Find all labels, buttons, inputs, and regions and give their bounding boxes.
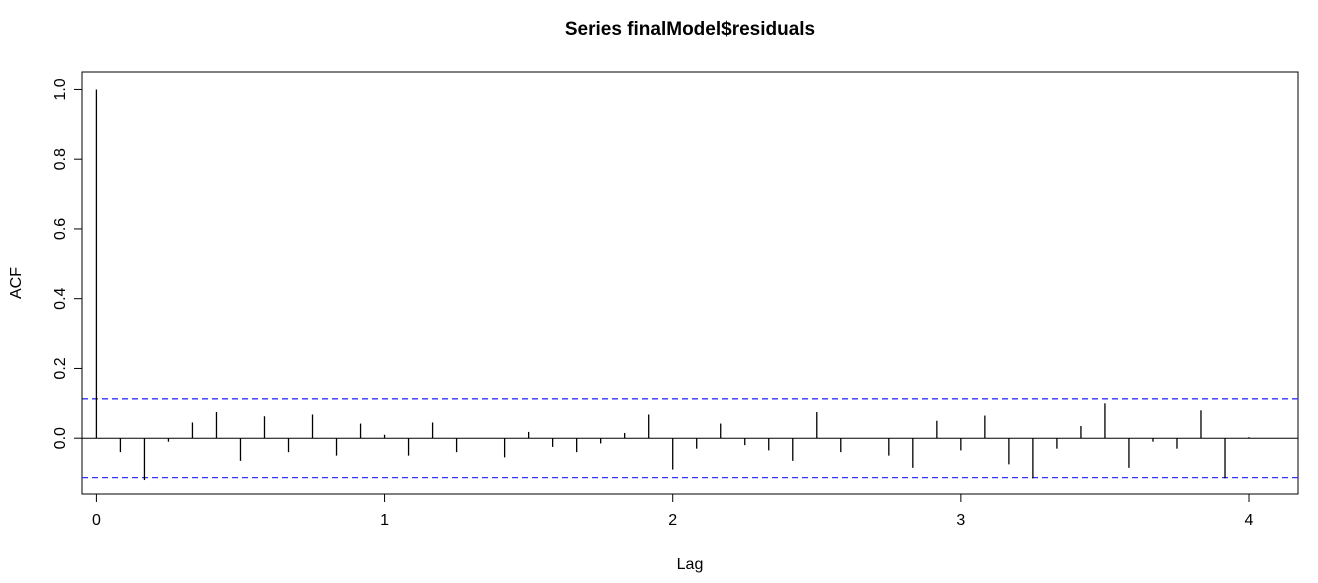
y-axis: 0.0 0.2 0.4 0.6 0.8 1.0 xyxy=(52,78,83,449)
x-axis-label: Lag xyxy=(677,556,704,573)
x-tick-label: 3 xyxy=(956,512,965,529)
x-tick-label: 1 xyxy=(380,512,389,529)
y-tick-label: 0.8 xyxy=(52,148,69,170)
y-tick-label: 0.2 xyxy=(52,357,69,379)
y-tick-label: 0.6 xyxy=(52,218,69,240)
x-axis: 0 1 2 3 4 xyxy=(92,493,1254,529)
y-axis-label: ACF xyxy=(8,267,25,299)
y-tick-label: 0.0 xyxy=(52,427,69,449)
acf-bars xyxy=(95,89,1250,481)
y-tick-label: 1.0 xyxy=(52,78,69,100)
x-tick-label: 4 xyxy=(1245,512,1254,529)
confidence-bands xyxy=(82,398,1298,479)
x-tick-label: 0 xyxy=(92,512,101,529)
x-tick-label: 2 xyxy=(668,512,677,529)
chart-title: Series finalModel$residuals xyxy=(565,19,815,40)
y-tick-label: 0.4 xyxy=(52,287,69,309)
